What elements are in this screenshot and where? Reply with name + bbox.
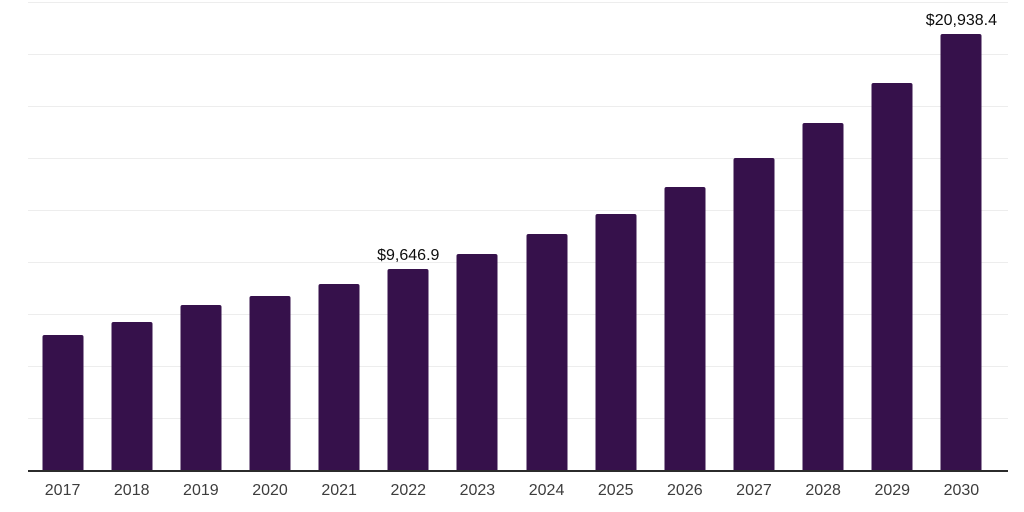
data-label-2030: $20,938.4 [925,12,997,30]
x-tick-label-2030: 2030 [943,482,980,499]
bar-2027 [733,157,775,470]
gridline [28,2,1008,3]
bar-slot-2018 [97,2,166,470]
bar-2021 [318,283,360,470]
x-tick-label-2022: 2022 [390,482,427,499]
data-label-2022: $9,646.9 [377,247,440,265]
gridline [28,106,1008,107]
gridline [28,210,1008,211]
bar-slot-2019 [166,2,235,470]
x-tick-label-2023: 2023 [459,482,496,499]
gridline [28,158,1008,160]
bar-slot-2020 [235,2,304,470]
bar-2018 [111,321,153,470]
x-tick-label-2027: 2027 [736,482,772,499]
bar-slot-2023 [443,2,512,470]
bar-slot-2017 [28,2,97,470]
x-tick-label-2019: 2019 [183,482,219,499]
bar-slot-2025 [581,2,650,470]
x-tick-label-2025: 2025 [597,482,634,499]
plot-area: $9,646.9 $20,938.4 [28,2,1008,472]
bar-2022 [387,269,429,470]
bar-2020 [249,295,291,470]
x-tick-label-2018: 2018 [113,482,150,499]
x-tick-label-2024: 2024 [528,482,565,499]
x-tick-label-2028: 2028 [805,482,841,499]
gridline [28,418,1008,420]
bar-2023 [456,253,498,470]
bar-2030 [940,34,982,470]
bar-2019 [180,304,222,470]
bar-2028 [802,122,844,470]
x-tick-label-2020: 2020 [252,482,288,499]
x-tick-label-2026: 2026 [667,482,703,499]
gridline [28,54,1008,56]
gridline [28,366,1008,368]
bar-slot-2022: $9,646.9 [374,2,443,470]
bar-2029 [871,82,913,470]
x-axis-tick-labels: 2017 2018 2019 2020 2021 2022 2023 2024 2025 2026… [28,481,996,501]
bar-slot-2024 [512,2,581,470]
bars-row: $9,646.9 $20,938.4 [28,2,997,470]
bar-slot-2029 [858,2,927,470]
bar-slot-2027 [719,2,788,470]
bar-slot-2021 [305,2,374,470]
gridline [28,314,1008,316]
x-tick-label-2017: 2017 [44,482,81,499]
bar-2025 [595,214,637,470]
bar-2026 [664,187,706,470]
bar-slot-2028 [789,2,858,470]
bar-2024 [526,234,568,470]
bar-2017 [42,334,84,470]
x-tick-label-2021: 2021 [321,482,357,499]
bar-slot-2030: $20,938.4 [925,2,997,470]
gridline [28,262,1008,264]
bar-slot-2026 [650,2,719,470]
x-tick-label-2029: 2029 [874,482,911,499]
